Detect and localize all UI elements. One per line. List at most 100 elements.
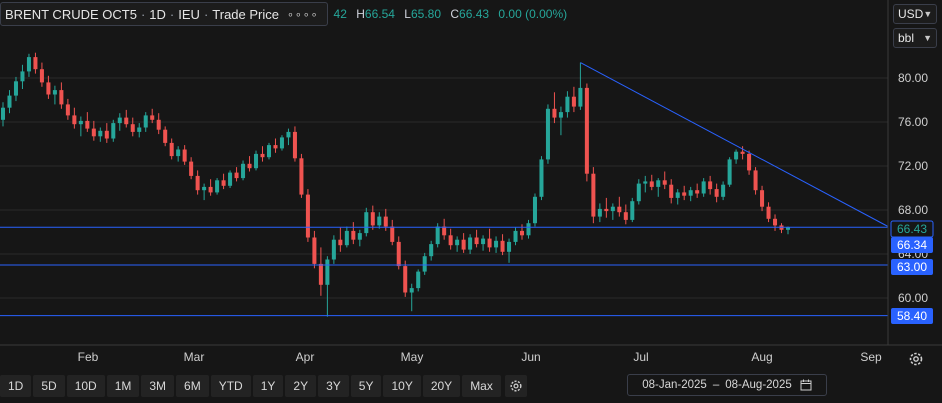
- candle-body: [630, 201, 635, 220]
- candle-body: [254, 153, 259, 169]
- price-tick-label: 68.00: [898, 203, 928, 217]
- chevron-down-icon: ▼: [923, 33, 932, 43]
- range-button-ytd[interactable]: YTD: [210, 375, 251, 397]
- candle-body: [617, 206, 622, 213]
- candle-body: [357, 233, 362, 240]
- range-button-10d[interactable]: 10D: [66, 375, 105, 397]
- unit-selector[interactable]: bbl ▼: [893, 28, 937, 48]
- candle-body: [429, 244, 434, 257]
- symbol-selector[interactable]: BRENT CRUDE OCT5 · 1D · IEU · Trade Pric…: [0, 2, 328, 26]
- candle-body: [156, 119, 161, 130]
- candle-body: [72, 115, 77, 125]
- range-button-max[interactable]: Max: [462, 375, 501, 397]
- time-tick-label: Jul: [633, 350, 648, 364]
- candle-body: [202, 186, 207, 191]
- candle-body: [7, 95, 12, 108]
- currency-selector[interactable]: USD ▼: [893, 4, 937, 24]
- candle-body: [636, 183, 641, 202]
- candle-body: [409, 288, 414, 293]
- candle-body: [169, 142, 174, 157]
- candle-body: [455, 239, 460, 246]
- candle-body: [396, 241, 401, 267]
- time-tick-label: Feb: [78, 350, 99, 364]
- candle-body: [26, 57, 31, 72]
- candle-body: [688, 190, 693, 196]
- time-tick-label: Jun: [521, 350, 540, 364]
- candle-body: [59, 90, 64, 105]
- range-button-2y[interactable]: 2Y: [285, 375, 317, 397]
- range-button-3m[interactable]: 3M: [141, 375, 175, 397]
- range-button-3y[interactable]: 3Y: [318, 375, 349, 397]
- candle-body: [312, 237, 317, 264]
- trend-line-drawing[interactable]: [580, 62, 889, 227]
- candle-body: [519, 230, 525, 236]
- calendar-icon: [800, 379, 812, 391]
- grid: [0, 77, 888, 299]
- candle-body: [78, 120, 83, 125]
- candle-body: [468, 237, 473, 250]
- candle-body: [623, 212, 628, 220]
- candle-body: [695, 190, 700, 194]
- candle-body: [578, 87, 583, 107]
- gear-icon: [909, 352, 923, 366]
- chart-settings-icon[interactable]: [906, 349, 926, 369]
- candle-body: [760, 190, 765, 207]
- candle-body: [318, 263, 323, 285]
- range-button-1y[interactable]: 1Y: [252, 375, 284, 397]
- candle-body: [740, 151, 745, 154]
- ohlc-change-value: 0.00 (0.00%): [498, 7, 568, 21]
- candle-body: [714, 189, 719, 197]
- candle-body: [273, 145, 278, 149]
- range-button-6m[interactable]: 6M: [176, 375, 209, 397]
- candle-body: [708, 181, 713, 190]
- ohlc-close-value: 66.43: [459, 7, 490, 21]
- price-badge-label: 66.34: [897, 238, 927, 252]
- candle-body: [494, 240, 499, 248]
- candles: [0, 52, 791, 317]
- ohlc-legend: 42 H66.54 L65.80 C66.43 0.00 (0.00%): [334, 7, 574, 21]
- candle-body: [130, 124, 135, 132]
- date-range-picker[interactable]: 08-Jan-2025 – 08-Aug-2025: [627, 374, 827, 396]
- price-tick-label: 60.00: [898, 291, 928, 305]
- more-options-icon[interactable]: ∘∘∘∘: [287, 8, 319, 21]
- candle-body: [111, 123, 116, 139]
- ohlc-open-value: 42: [333, 7, 347, 21]
- candle-body: [241, 163, 246, 179]
- range-button-5y[interactable]: 5Y: [350, 375, 382, 397]
- drawings[interactable]: [0, 62, 889, 317]
- candle-body: [46, 82, 51, 95]
- candle-body: [292, 131, 297, 159]
- candle-body: [785, 227, 791, 230]
- time-axis[interactable]: Feb Mar Apr May Jun Jul Aug Sep: [78, 350, 882, 364]
- price-badges: 66.43 66.34 63.00 58.40: [890, 220, 934, 324]
- candle-body: [643, 181, 648, 184]
- range-button-20y[interactable]: 20Y: [422, 375, 461, 397]
- candle-body: [33, 57, 38, 70]
- candle-body: [545, 108, 550, 160]
- candle-body: [532, 196, 537, 224]
- ohlc-low-key: L: [404, 7, 411, 21]
- candle-body: [526, 223, 531, 236]
- time-tick-label: May: [401, 350, 424, 364]
- candle-body: [558, 112, 563, 118]
- time-tick-label: Sep: [860, 350, 882, 364]
- candle-body: [221, 180, 226, 186]
- candle-body: [701, 181, 706, 194]
- price-badge: [891, 259, 933, 275]
- price-tick-label: 80.00: [898, 71, 928, 85]
- candle-body: [565, 96, 570, 113]
- range-button-5d[interactable]: 5D: [33, 375, 65, 397]
- range-button-1m[interactable]: 1M: [106, 375, 140, 397]
- candle-body: [39, 69, 44, 83]
- candle-body: [584, 87, 589, 174]
- time-tick-label: Mar: [184, 350, 205, 364]
- ohlc-low-value: 65.80: [410, 7, 442, 21]
- candle-body: [552, 108, 557, 118]
- range-button-1d[interactable]: 1D: [0, 375, 32, 397]
- candle-body: [13, 81, 18, 96]
- unit-label: bbl: [898, 31, 915, 45]
- range-settings-button[interactable]: [504, 375, 527, 397]
- range-button-10y[interactable]: 10Y: [383, 375, 421, 397]
